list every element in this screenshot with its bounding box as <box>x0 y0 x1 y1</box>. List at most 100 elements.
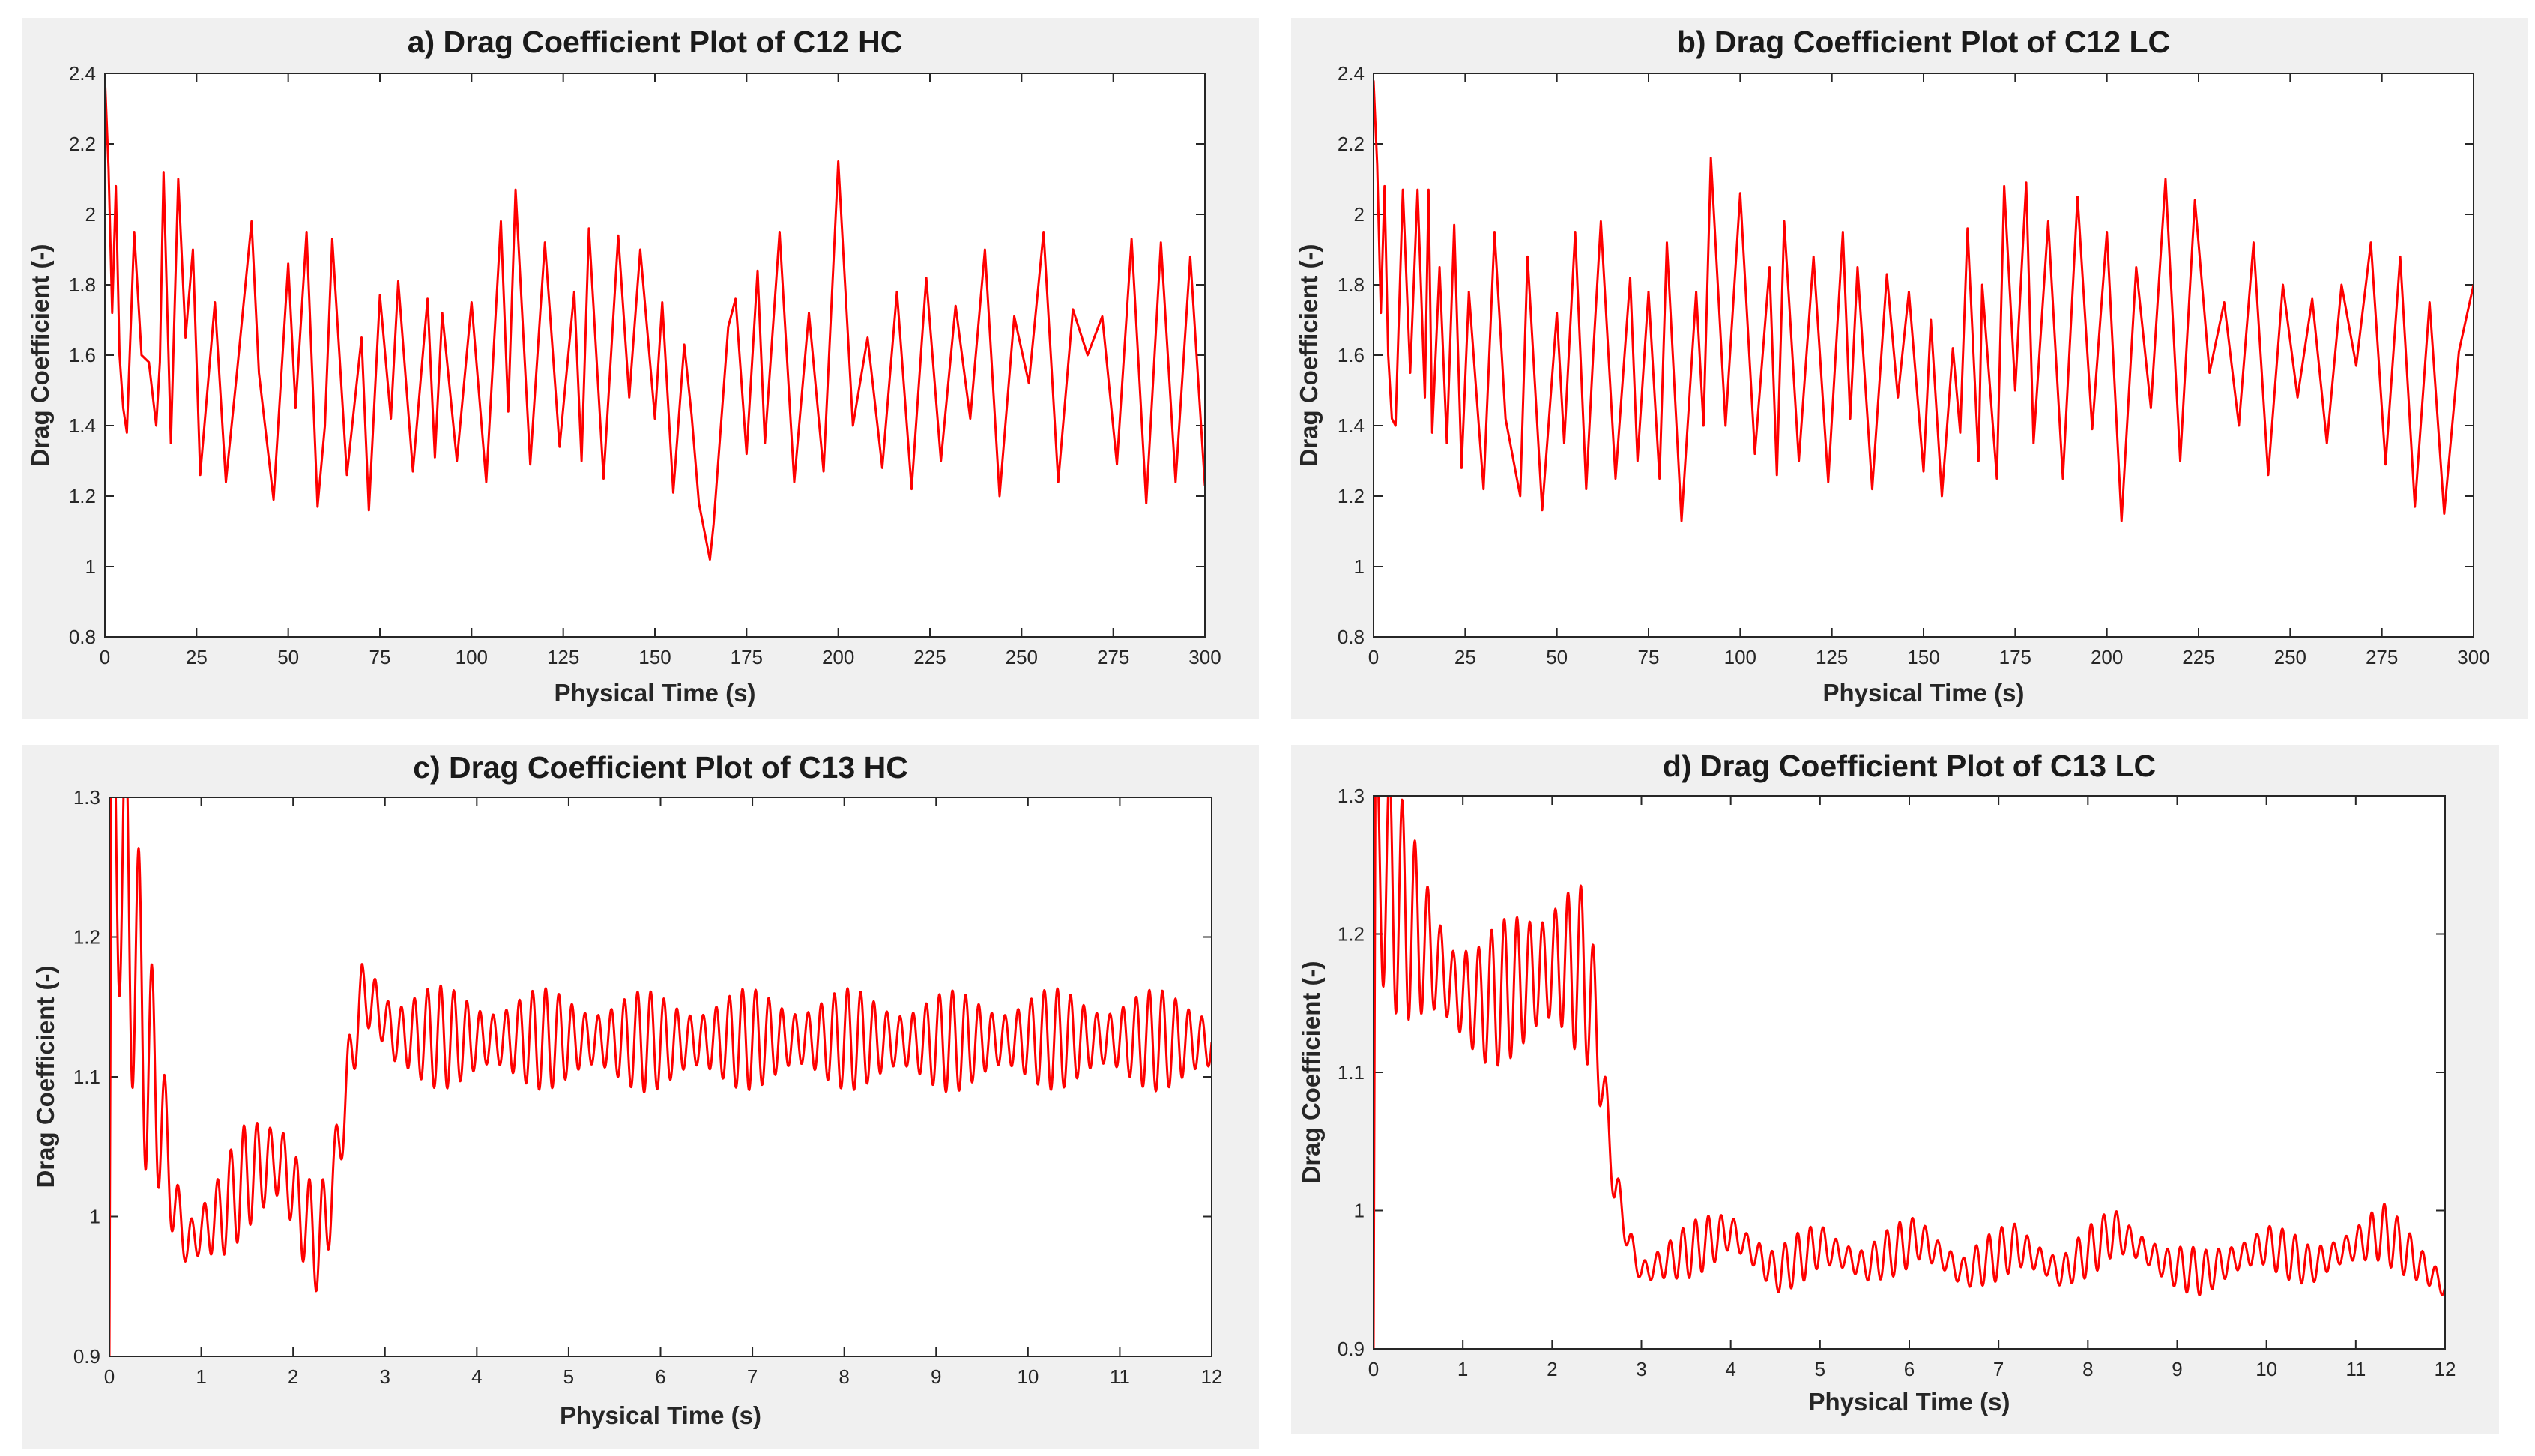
y-tick-label: 2 <box>1354 203 1365 226</box>
plot-area <box>1374 73 2474 637</box>
chart-panel-d: d) Drag Coefficient Plot of C13 LC 0 1 2 3 4 5… <box>1291 745 2499 1434</box>
x-tick-label: 1 <box>196 1365 206 1388</box>
y-tick-label: 1.1 <box>73 1066 100 1088</box>
x-tick-label: 225 <box>2182 646 2214 668</box>
plot-area <box>109 797 1212 1356</box>
axes-box <box>104 73 1206 638</box>
y-tick-label: 0.8 <box>1338 626 1365 648</box>
x-tick-label: 250 <box>2274 646 2306 668</box>
x-tick-label: 150 <box>638 646 671 668</box>
y-axis-label: Drag Coefficient (-) <box>1295 244 1323 467</box>
x-tick-label: 8 <box>2082 1358 2093 1380</box>
y-tick-label: 0.9 <box>73 1345 100 1368</box>
y-tick-label: 2.2 <box>69 133 96 155</box>
x-axis-label: Physical Time (s) <box>560 1401 761 1429</box>
x-tick-label: 125 <box>547 646 579 668</box>
x-tick-label: 5 <box>563 1365 574 1388</box>
chart-title: c) Drag Coefficient Plot of C13 HC <box>413 750 908 785</box>
x-tick-label: 125 <box>1816 646 1848 668</box>
x-tick-label: 10 <box>2255 1358 2277 1380</box>
y-tick-label: 1.8 <box>1338 274 1365 296</box>
y-tick-label: 1.1 <box>1338 1061 1365 1084</box>
chart-title: a) Drag Coefficient Plot of C12 HC <box>408 25 903 59</box>
x-tick-label: 6 <box>655 1365 665 1388</box>
x-tick-label: 12 <box>2435 1358 2456 1380</box>
y-tick-label: 1.2 <box>1338 485 1365 507</box>
y-tick-label: 1 <box>90 1206 100 1228</box>
y-tick-label: 1.2 <box>73 926 100 949</box>
chart-title: b) Drag Coefficient Plot of C12 LC <box>1677 25 2170 59</box>
x-tick-label: 7 <box>1993 1358 2004 1380</box>
x-tick-label: 225 <box>913 646 946 668</box>
x-tick-label: 4 <box>1725 1358 1735 1380</box>
x-tick-label: 50 <box>277 646 299 668</box>
x-tick-label: 1 <box>1457 1358 1468 1380</box>
axes-box <box>1373 795 2446 1350</box>
series-line <box>109 797 1212 1356</box>
y-tick-label: 1.8 <box>69 274 96 296</box>
x-tick-label: 275 <box>2366 646 2398 668</box>
y-axis-label: Drag Coefficient (-) <box>26 244 54 467</box>
y-tick-label: 1.2 <box>1338 923 1365 946</box>
y-tick-label: 0.9 <box>1338 1338 1365 1360</box>
x-tick-label: 4 <box>471 1365 482 1388</box>
x-tick-label: 10 <box>1017 1365 1039 1388</box>
y-tick-label: 2.4 <box>69 62 96 85</box>
x-tick-label: 0 <box>104 1365 115 1388</box>
axes-box <box>109 797 1212 1357</box>
x-tick-label: 175 <box>1999 646 2031 668</box>
x-tick-label: 2 <box>1547 1358 1557 1380</box>
x-tick-label: 11 <box>2345 1358 2366 1380</box>
x-tick-label: 200 <box>2091 646 2123 668</box>
x-tick-label: 3 <box>1636 1358 1646 1380</box>
x-tick-label: 0 <box>1368 1358 1379 1380</box>
y-tick-label: 1.3 <box>1338 785 1365 807</box>
x-tick-label: 2 <box>288 1365 298 1388</box>
x-tick-label: 100 <box>1724 646 1756 668</box>
x-tick-label: 6 <box>1904 1358 1915 1380</box>
y-tick-label: 1.6 <box>1338 344 1365 366</box>
chart-d: d) Drag Coefficient Plot of C13 LC0 1 2 3 4 5… <box>1297 749 2456 1416</box>
axes-box <box>1373 73 2474 638</box>
y-tick-label: 1 <box>85 555 96 578</box>
chart-b: b) Drag Coefficient Plot of C12 LC 0 25 50 7… <box>1295 25 2490 707</box>
x-axis-label: Physical Time (s) <box>554 679 755 707</box>
chart-panel-a: a) Drag Coefficient Plot of C12 HC 0 25 50 7… <box>22 18 1259 719</box>
chart-title: d) Drag Coefficient Plot of C13 LC <box>1663 749 2156 783</box>
x-tick-label: 12 <box>1201 1365 1223 1388</box>
x-tick-label: 75 <box>369 646 391 668</box>
y-tick-label: 1 <box>1354 555 1365 578</box>
x-tick-label: 275 <box>1097 646 1129 668</box>
series-line <box>1374 80 2474 522</box>
y-tick-label: 1.4 <box>69 414 96 437</box>
chart-a: a) Drag Coefficient Plot of C12 HC 0 25 50 7… <box>26 25 1221 707</box>
x-tick-label: 100 <box>456 646 488 668</box>
x-tick-label: 175 <box>731 646 763 668</box>
x-axis-label: Physical Time (s) <box>1822 679 2024 707</box>
x-tick-label: 8 <box>839 1365 849 1388</box>
plot-area <box>1374 796 2445 1349</box>
x-tick-label: 5 <box>1815 1358 1825 1380</box>
x-tick-label: 9 <box>2172 1358 2182 1380</box>
y-tick-label: 1.2 <box>69 485 96 507</box>
x-tick-label: 11 <box>1110 1365 1130 1388</box>
y-tick-label: 1.3 <box>73 786 100 809</box>
y-tick-label: 2 <box>85 203 96 226</box>
x-axis-label: Physical Time (s) <box>1808 1388 2010 1416</box>
x-tick-label: 25 <box>186 646 208 668</box>
x-tick-label: 0 <box>100 646 110 668</box>
series-line <box>1374 796 2445 1349</box>
y-tick-label: 1 <box>1354 1200 1365 1222</box>
x-tick-label: 150 <box>1907 646 1939 668</box>
y-tick-label: 1.6 <box>69 344 96 366</box>
x-tick-label: 9 <box>931 1365 941 1388</box>
y-axis-label: Drag Coefficient (-) <box>1297 961 1325 1184</box>
x-tick-label: 0 <box>1368 646 1379 668</box>
chart-panel-b: b) Drag Coefficient Plot of C12 LC 0 25 50 7… <box>1291 18 2528 719</box>
plot-area <box>105 73 1205 637</box>
chart-panel-c: c) Drag Coefficient Plot of C13 HC 0 1 2 3 4 5… <box>22 745 1259 1449</box>
y-tick-label: 2.2 <box>1338 133 1365 155</box>
x-tick-label: 50 <box>1546 646 1568 668</box>
y-tick-label: 1.4 <box>1338 414 1365 437</box>
x-tick-label: 300 <box>1188 646 1221 668</box>
